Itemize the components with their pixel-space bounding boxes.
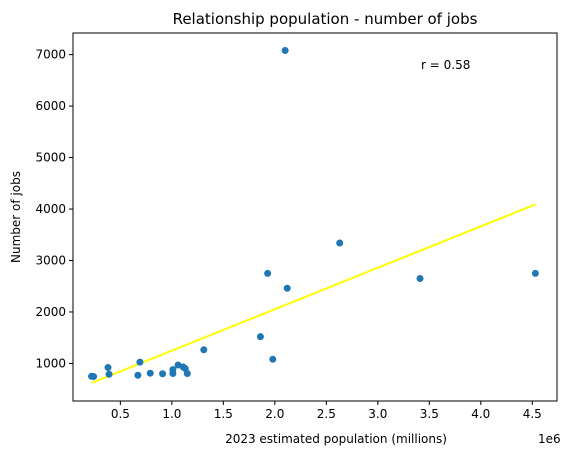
y-tick-label: 1000 [35,356,66,370]
data-point [281,46,289,54]
x-axis-label: 2023 estimated population (millions) [225,432,447,446]
data-point [169,366,177,374]
data-point [256,333,264,341]
y-tick-label: 3000 [35,253,66,267]
data-point [136,358,144,366]
y-tick-label: 6000 [35,99,66,113]
correlation-annotation: r = 0.58 [421,58,470,72]
x-tick-label: 4.0 [471,407,490,421]
x-tick-label: 1.5 [214,407,233,421]
y-axis-label: Number of jobs [9,171,23,263]
data-point [146,369,154,377]
x-tick-label: 4.5 [523,407,542,421]
y-tick-label: 2000 [35,305,66,319]
x-tick-label: 1.0 [162,407,181,421]
x-axis-offset-text: 1e6 [538,432,561,446]
x-tick-label: 0.5 [111,407,130,421]
data-point [531,269,539,277]
x-tick-label: 3.0 [368,407,387,421]
plot-area: 0.5 1.0 1.5 2.0 2.5 3.0 3.5 4.0 4.5 1000 2000 3000 4… [35,32,558,421]
x-tick-label: 2.5 [317,407,336,421]
data-point [183,369,191,377]
chart-title: Relationship population - number of jobs [173,10,478,28]
data-point [269,355,277,363]
x-tick-label: 2.0 [265,407,284,421]
data-point [159,370,167,378]
y-tick-label: 5000 [35,151,66,165]
y-tick-label: 7000 [35,48,66,62]
axes-frame [72,32,558,402]
trend-line [91,203,536,384]
x-tick-label: 3.5 [420,407,439,421]
data-point [336,239,344,247]
data-point [264,269,272,277]
data-point [105,370,113,378]
data-point [90,373,98,381]
y-tick-label: 4000 [35,202,66,216]
data-point [283,284,291,292]
data-point [134,371,142,379]
data-point [416,275,424,283]
data-point [200,346,208,354]
data-point [104,364,112,372]
